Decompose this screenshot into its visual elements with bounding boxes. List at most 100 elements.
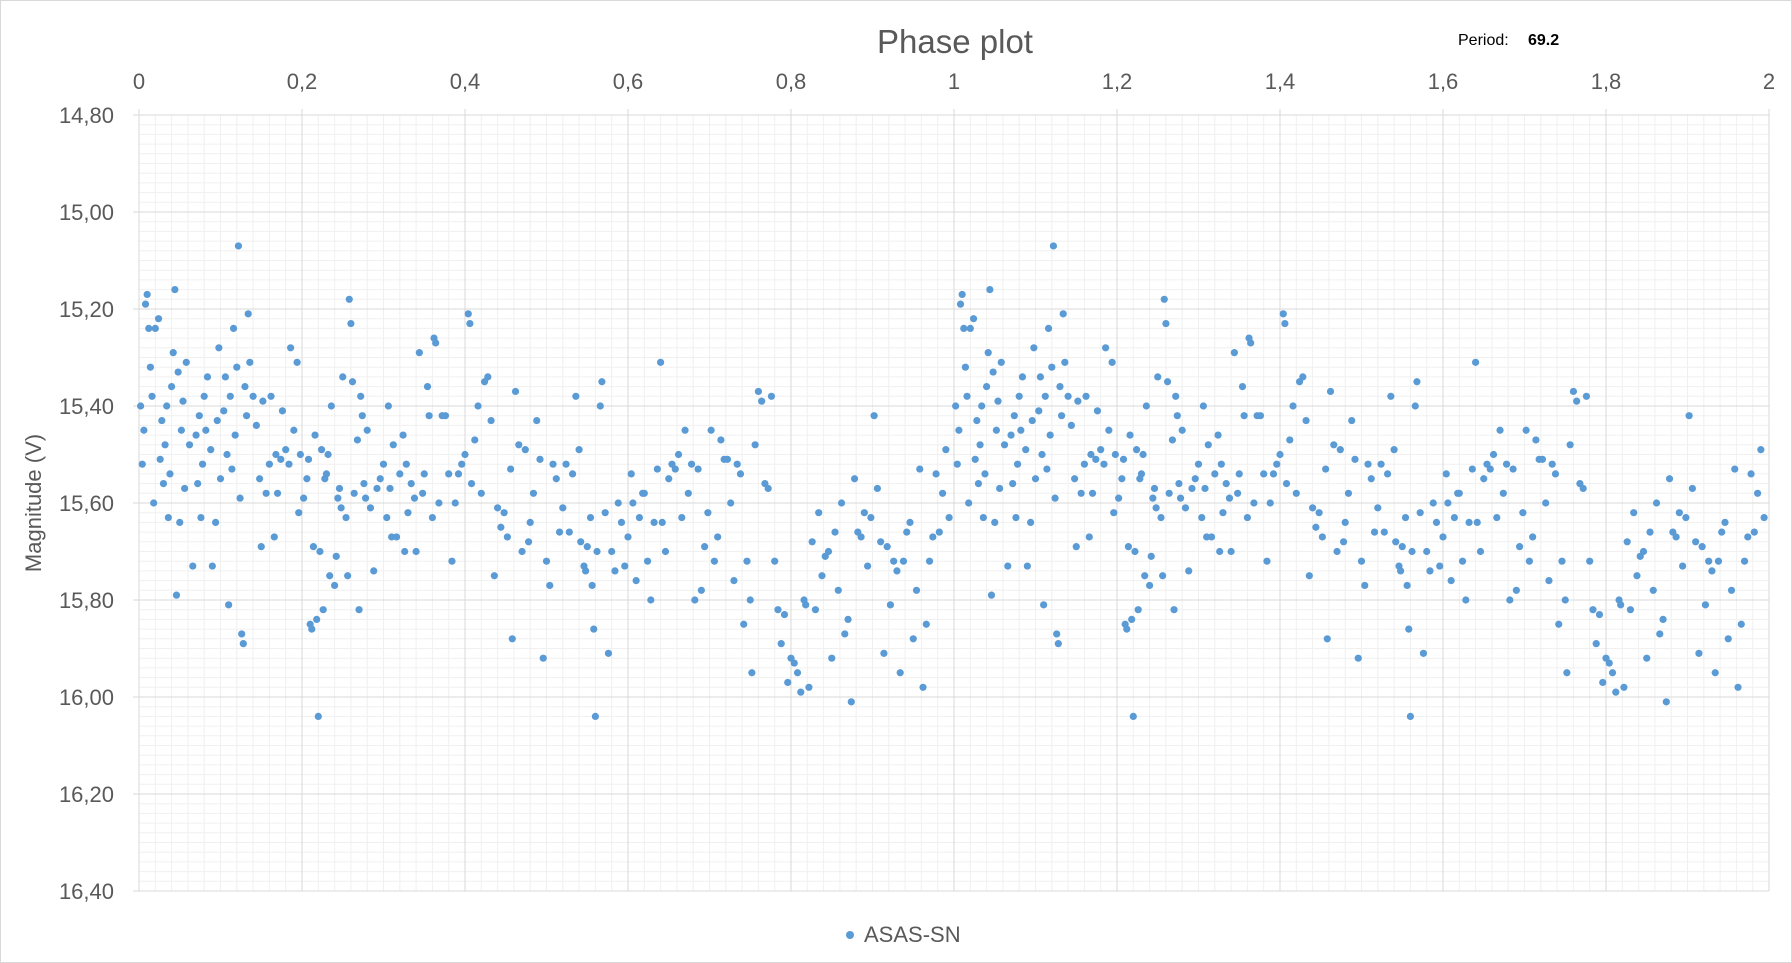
data-point (1411, 402, 1419, 410)
data-point (1041, 392, 1049, 400)
data-point (197, 513, 205, 522)
data-point (1150, 484, 1159, 493)
data-point (1757, 446, 1765, 454)
data-point (317, 446, 326, 454)
data-point (313, 615, 321, 624)
legend-label: ASAS-SN (864, 922, 961, 947)
data-point (808, 538, 816, 546)
data-point (1172, 392, 1180, 400)
data-point (1551, 470, 1560, 478)
data-point (684, 489, 692, 497)
data-point (784, 678, 792, 687)
data-point (1323, 635, 1331, 643)
data-point (1046, 431, 1054, 439)
data-point (604, 649, 613, 657)
x-tick-label: 1,4 (1265, 69, 1296, 94)
data-point (751, 441, 759, 449)
data-point (1695, 649, 1703, 657)
data-point (140, 426, 148, 434)
data-point (1662, 698, 1670, 706)
data-point (1216, 547, 1224, 556)
data-point (632, 577, 640, 585)
data-point (1656, 630, 1664, 638)
data-point (945, 513, 953, 522)
data-point (1721, 518, 1729, 527)
data-point (1605, 659, 1613, 667)
data-point (236, 494, 244, 502)
data-point (353, 436, 362, 444)
data-point (828, 654, 836, 662)
data-point (1436, 562, 1444, 570)
data-point (1608, 669, 1617, 677)
data-point (1142, 402, 1150, 410)
data-point (1035, 407, 1043, 415)
data-point (1009, 480, 1017, 488)
data-point (246, 358, 254, 366)
data-point (423, 383, 432, 391)
data-point (960, 324, 968, 332)
data-point (223, 450, 231, 459)
data-point (942, 446, 950, 454)
data-point (877, 538, 885, 546)
data-point (981, 470, 989, 478)
data-point (552, 475, 560, 483)
data-point (764, 484, 772, 493)
data-point (1447, 577, 1455, 585)
data-point (484, 373, 492, 381)
data-point (1646, 528, 1654, 536)
data-point (1458, 557, 1467, 565)
data-point (1054, 640, 1062, 648)
data-point (1085, 533, 1093, 541)
data-point (1468, 465, 1476, 473)
data-point (953, 460, 961, 468)
data-point (1101, 344, 1110, 352)
data-point (925, 557, 934, 565)
data-point (743, 557, 751, 565)
data-point (774, 606, 782, 614)
data-point (1064, 392, 1072, 400)
data-point (710, 557, 718, 565)
data-point (1234, 489, 1242, 497)
data-point (202, 426, 210, 434)
data-point (466, 319, 474, 328)
data-point (1357, 557, 1366, 565)
data-point (883, 543, 891, 551)
data-point (448, 557, 456, 565)
data-point (727, 499, 735, 507)
data-point (345, 295, 353, 303)
data-point (1115, 494, 1123, 502)
data-point (997, 358, 1005, 366)
data-point (1191, 475, 1199, 483)
data-point (1289, 402, 1297, 410)
data-point (1051, 494, 1059, 502)
data-point (873, 484, 881, 493)
data-point (1747, 470, 1755, 478)
data-point (987, 591, 996, 599)
data-point (215, 344, 223, 352)
data-point (389, 441, 397, 449)
data-point (461, 450, 469, 459)
data-point (1160, 295, 1168, 303)
data-point (555, 528, 564, 536)
data-point (1740, 557, 1749, 565)
data-point (1214, 431, 1222, 439)
data-point (588, 581, 596, 590)
data-point (1380, 528, 1388, 536)
data-point (166, 470, 174, 478)
data-point (1617, 601, 1625, 609)
data-point (1525, 557, 1533, 565)
data-point (1018, 373, 1027, 381)
data-point (208, 562, 216, 570)
data-point (790, 659, 798, 667)
data-point (614, 499, 622, 507)
data-point (1465, 518, 1473, 527)
data-point (969, 315, 978, 323)
y-tick-label: 15,20 (59, 297, 114, 322)
data-point (870, 412, 878, 420)
data-point (1010, 412, 1018, 420)
data-point (1462, 596, 1470, 604)
data-point (293, 358, 301, 366)
data-point (231, 431, 239, 439)
data-point (477, 489, 485, 497)
data-point (549, 460, 557, 468)
